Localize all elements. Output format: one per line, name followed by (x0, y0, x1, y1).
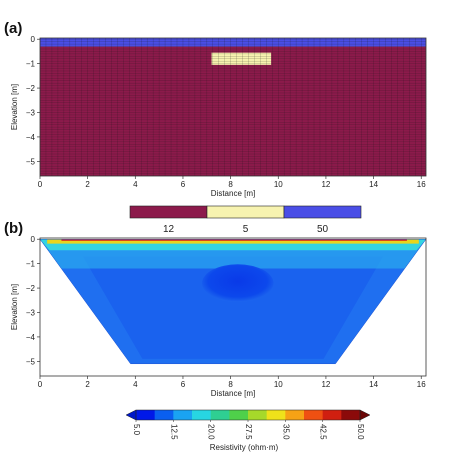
colorbar-b-tick-label: 50.0 (356, 424, 365, 440)
panel-b-y-ticks: 0 −1 −2 −3 −4 −5 (26, 235, 40, 366)
panel-b-x-tick-label: 0 (38, 380, 43, 389)
panel-b-x-tick-label: 16 (417, 380, 426, 389)
region-anomaly (211, 52, 272, 65)
colorbar-b-segment (173, 410, 193, 420)
panel-a-y-tick-label: −5 (26, 157, 36, 166)
panel-a-x-tick-label: 14 (369, 180, 378, 189)
colorbar-a-label: 12 (163, 224, 175, 235)
panel-b-y-tick-label: −4 (26, 333, 36, 342)
panel-a-y-tick-label: −3 (26, 108, 36, 117)
panel-a-x-ticks: 0 2 4 6 8 10 12 14 16 (38, 176, 426, 189)
panel-a-y-tick-label: −1 (26, 60, 36, 69)
colorbar-b-tick-label: 35.0 (281, 424, 290, 440)
colorbar-b-segment (192, 410, 212, 420)
panel-b-label: (b) (4, 220, 23, 237)
panel-a-x-axis-label: Distance [m] (211, 189, 255, 198)
panel-b: (b) 0 2 4 6 8 10 12 14 16 0 −1 −2 −3 −4 −5 Distance [… (4, 220, 427, 398)
conductive-anomaly (202, 264, 274, 303)
panel-a-label: (a) (4, 20, 22, 37)
domain-outline (40, 238, 426, 365)
colorbar-b-segment (210, 410, 230, 420)
panel-b-y-tick-label: 0 (31, 235, 36, 244)
region-background (40, 46, 426, 176)
colorbar-a-swatch (129, 205, 208, 219)
colorbar-a-label: 5 (243, 224, 249, 235)
panel-a-y-axis-label: Elevation [m] (10, 84, 19, 130)
colorbar-a-swatch (206, 205, 285, 219)
colorbar-b-tick-label: 20.0 (207, 424, 216, 440)
panel-a-x-tick-label: 16 (417, 180, 426, 189)
panel-a: (a) 0 2 4 6 8 10 12 14 16 0 −1 −2 −3 −4 −5 Distance [… (4, 20, 427, 198)
panel-b-y-tick-label: −3 (26, 308, 36, 317)
panel-a-x-tick-label: 4 (133, 180, 138, 189)
panel-a-mesh-grid (40, 38, 426, 176)
panel-b-x-tick-label: 12 (321, 380, 330, 389)
colorbar-b-segment (154, 410, 174, 420)
panel-a-y-tick-label: 0 (31, 35, 36, 44)
colorbar-b-segment (266, 410, 286, 420)
panel-b-y-tick-label: −2 (26, 284, 36, 293)
panel-a-x-tick-label: 10 (274, 180, 283, 189)
panel-b-x-tick-label: 14 (369, 380, 378, 389)
panel-b-x-ticks: 0 2 4 6 8 10 12 14 16 (38, 376, 426, 389)
panel-b-x-tick-label: 2 (85, 380, 90, 389)
panel-a-x-tick-label: 6 (181, 180, 186, 189)
panel-a-y-tick-label: −2 (26, 84, 36, 93)
surface-red-layer (61, 239, 407, 241)
colorbar-b-segment (341, 410, 361, 420)
colorbar-b-segment (285, 410, 305, 420)
panel-b-colorbar-label: Resistivity (ohm·m) (210, 443, 279, 452)
panel-a-plot-area (40, 38, 426, 176)
panel-a-x-tick-label: 12 (321, 180, 330, 189)
colorbar-b-segment (136, 410, 156, 420)
panel-a-x-tick-label: 2 (85, 180, 90, 189)
panel-a-x-tick-label: 8 (228, 180, 233, 189)
panel-a-y-tick-label: −4 (26, 133, 36, 142)
region-surface-layer (40, 38, 426, 47)
panel-b-x-tick-label: 6 (181, 380, 186, 389)
panel-b-x-tick-label: 8 (228, 380, 233, 389)
panel-b-y-tick-label: −1 (26, 260, 36, 269)
background-zone (82, 256, 384, 359)
colorbar-b-segment (304, 410, 324, 420)
colorbar-b-segment (248, 410, 268, 420)
panel-a-frame (39, 37, 427, 177)
colorbar-b-tick-label: 5.0 (132, 424, 141, 436)
panel-b-y-tick-label: −5 (26, 357, 36, 366)
panel-b-x-tick-label: 10 (274, 380, 283, 389)
panel-a-x-tick-label: 0 (38, 180, 43, 189)
panel-b-x-axis-label: Distance [m] (211, 389, 255, 398)
colorbar-a-swatch (283, 205, 362, 219)
colorbar-b-tick-label: 12.5 (169, 424, 178, 440)
panel-b-y-axis-label: Elevation [m] (10, 284, 19, 330)
colorbar-b-max-extension (359, 409, 371, 421)
panel-b-colorbar: 5.0 12.5 20.0 27.5 35.0 42.5 50.0 (125, 409, 371, 440)
panel-b-frame (39, 237, 427, 377)
panel-b-plot-area (40, 238, 426, 365)
colorbar-b-segment (229, 410, 249, 420)
colorbar-b-tick-label: 27.5 (244, 424, 253, 440)
colorbar-b-min-extension (125, 409, 137, 421)
colorbar-b-segment (322, 410, 342, 420)
panel-b-x-tick-label: 4 (133, 380, 138, 389)
panel-a-y-ticks: 0 −1 −2 −3 −4 −5 (26, 35, 40, 166)
colorbar-a-label: 50 (317, 224, 329, 235)
panel-a-colorbar: 12 5 50 (129, 205, 362, 235)
colorbar-b-tick-label: 42.5 (319, 424, 328, 440)
